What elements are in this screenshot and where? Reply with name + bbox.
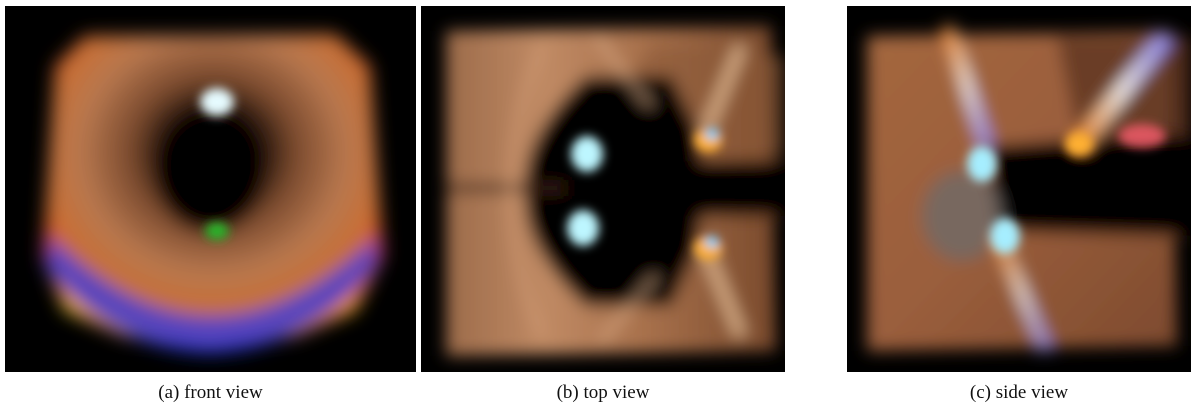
caption-front-view: (a) front view xyxy=(158,382,263,403)
top-view-render xyxy=(421,6,785,372)
caption-side-view: (c) side view xyxy=(969,382,1069,403)
front-view-render xyxy=(5,6,416,372)
side-view-render xyxy=(847,6,1191,372)
caption-top-view: (b) top view xyxy=(556,382,650,403)
